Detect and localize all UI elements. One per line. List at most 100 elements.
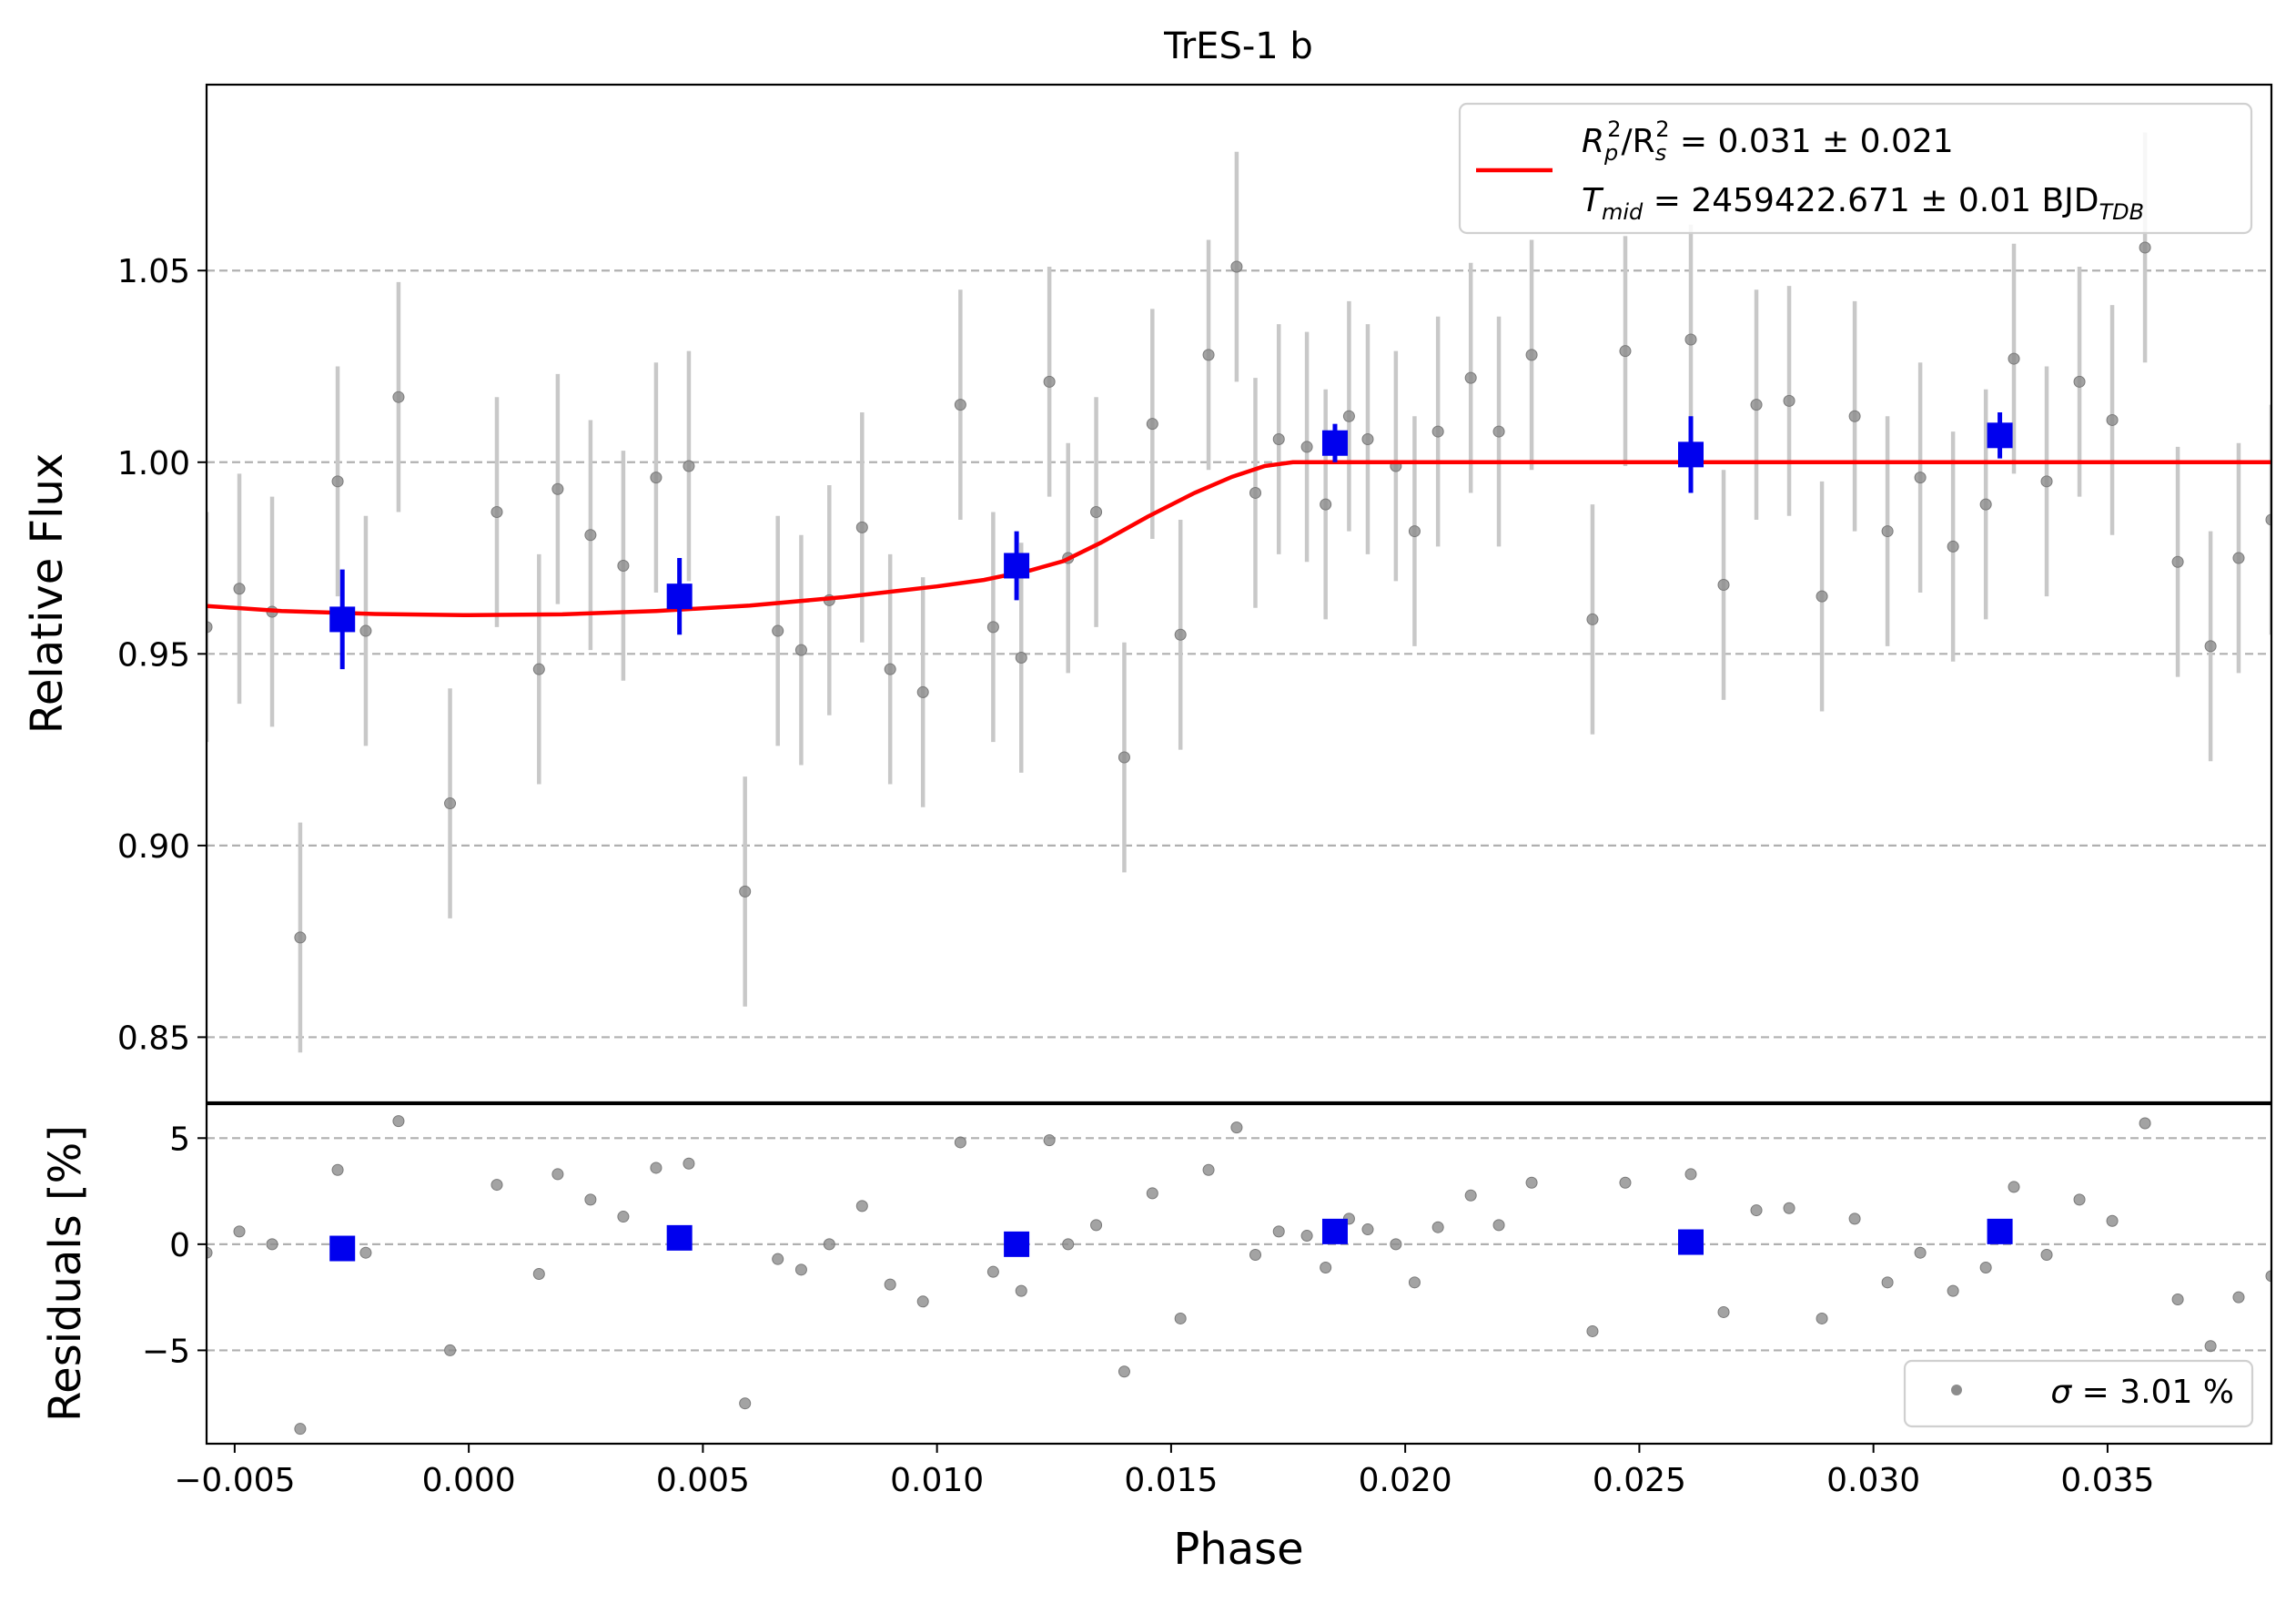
- flux-raw-point: [1881, 525, 1894, 538]
- residual-raw-point: [1249, 1249, 1262, 1262]
- flux-raw-point: [584, 529, 597, 542]
- residual-raw-point: [1783, 1202, 1795, 1214]
- flux-raw-point: [1586, 613, 1599, 625]
- residual-raw-point: [1881, 1276, 1894, 1289]
- flux-binned-point: [329, 606, 356, 633]
- flux-raw-point: [532, 663, 545, 675]
- residual-raw-point: [739, 1397, 752, 1410]
- flux-raw-point: [650, 472, 663, 484]
- residual-raw-point: [1320, 1262, 1332, 1274]
- residual-raw-point: [1015, 1284, 1027, 1297]
- flux-raw-point: [1361, 433, 1374, 446]
- flux-raw-point: [294, 931, 307, 944]
- flux-raw-point: [2232, 552, 2245, 564]
- residual-raw-point: [1062, 1238, 1075, 1251]
- flux-raw-point: [1015, 652, 1027, 665]
- flux-raw-point: [683, 460, 695, 472]
- residual-raw-point: [207, 1246, 213, 1259]
- residual-raw-point: [1431, 1221, 1444, 1233]
- flux-raw-point: [444, 797, 457, 810]
- residual-binned-point: [666, 1224, 693, 1251]
- flux-y-tick-label: 1.05: [117, 253, 190, 290]
- residual-raw-point: [916, 1295, 929, 1308]
- residual-raw-point: [650, 1162, 663, 1174]
- residual-raw-point: [986, 1265, 999, 1278]
- flux-raw-point: [233, 583, 246, 595]
- flux-axes-frame: [205, 83, 2273, 1104]
- phase-x-tick-label: 0.005: [656, 1462, 750, 1499]
- flux-raw-point: [916, 685, 929, 698]
- flux-raw-point: [2106, 413, 2119, 426]
- flux-raw-point: [2008, 352, 2020, 365]
- residual-raw-point: [794, 1263, 807, 1276]
- residual-raw-point: [2040, 1249, 2053, 1262]
- flux-raw-point: [1947, 540, 1959, 553]
- residual-raw-point: [1947, 1284, 1959, 1297]
- flux-y-tick-label: 0.85: [117, 1020, 190, 1057]
- residual-raw-point: [1750, 1204, 1763, 1217]
- flux-raw-point: [1342, 410, 1355, 422]
- flux-raw-point: [1320, 498, 1332, 511]
- residual-raw-point: [1090, 1219, 1103, 1232]
- flux-raw-point: [1979, 498, 1992, 511]
- residuals-legend-sigma: σ = 3.01 %: [2050, 1374, 2234, 1411]
- residuals-axes-frame: [205, 1102, 2273, 1446]
- residuals-legend-box: [1903, 1359, 2254, 1428]
- flux-raw-point: [1249, 486, 1262, 499]
- flux-raw-point: [1750, 399, 1763, 411]
- flux-binned-point: [1321, 430, 1348, 456]
- residual-binned-point: [329, 1235, 356, 1262]
- flux-raw-point: [1619, 345, 1632, 358]
- flux-raw-points: [207, 132, 2271, 1053]
- flux-raw-point: [1174, 628, 1187, 641]
- residuals-panel: −5 0 5 −0.005 0.000 0.005 0.010 0.015 0.020 0.02…: [40, 1102, 2273, 1575]
- flux-raw-point: [1202, 349, 1215, 361]
- residual-raw-point: [772, 1253, 784, 1265]
- residual-binned-point: [1004, 1231, 1030, 1257]
- flux-binned-point: [1004, 553, 1030, 579]
- residuals-legend: σ = 3.01 %: [1903, 1359, 2254, 1428]
- flux-panel: 0.85 0.90 0.95 1.00 1.05 Relative Flux Rp2/R…: [22, 83, 2273, 1104]
- flux-raw-point: [1146, 418, 1158, 431]
- residual-raw-point: [1525, 1176, 1538, 1189]
- residual-raw-point: [2232, 1291, 2245, 1304]
- residual-raw-point: [532, 1268, 545, 1280]
- phase-x-tick-label: 0.030: [1826, 1462, 1920, 1499]
- residual-raw-point: [2073, 1193, 2086, 1206]
- residuals-grid: [207, 1137, 2271, 1352]
- residual-raw-point: [2008, 1181, 2020, 1193]
- transit-model-curve: [207, 460, 2271, 618]
- residual-raw-point: [233, 1225, 246, 1238]
- flux-raw-point: [739, 885, 752, 898]
- flux-raw-point: [359, 624, 372, 637]
- flux-raw-point: [794, 644, 807, 656]
- flux-raw-point: [617, 559, 630, 572]
- flux-binned-point: [666, 583, 693, 610]
- flux-legend-rp-rs: Rp2/Rs2 = 0.031 ± 0.021: [1582, 117, 1954, 166]
- residual-raw-point: [1361, 1223, 1374, 1236]
- residuals-y-ticks: −5 0 5: [142, 1121, 207, 1370]
- residual-raw-point: [584, 1193, 597, 1206]
- flux-raw-point: [491, 506, 503, 519]
- residual-binned-point: [1987, 1218, 2013, 1244]
- residual-raw-point: [1174, 1312, 1187, 1324]
- residual-raw-point: [617, 1211, 630, 1223]
- phase-x-axis-label: Phase: [1173, 1524, 1303, 1575]
- residual-raw-point: [1202, 1163, 1215, 1176]
- residual-raw-point: [954, 1136, 966, 1149]
- flux-raw-point: [1300, 441, 1313, 453]
- flux-raw-point: [954, 399, 966, 411]
- phase-x-tick-label: −0.005: [174, 1462, 295, 1499]
- residual-raw-point: [2204, 1340, 2217, 1353]
- residuals-legend-marker: [1951, 1385, 1962, 1395]
- residual-raw-point: [2265, 1270, 2271, 1283]
- phase-x-tick-label: 0.010: [890, 1462, 984, 1499]
- flux-binned-point: [1987, 422, 2013, 449]
- flux-legend-box: [1458, 102, 2253, 235]
- flux-raw-point: [1783, 394, 1795, 407]
- flux-legend-tmid: Tmid = 2459422.671 ± 0.01 BJDTDB: [1582, 182, 2144, 225]
- flux-raw-point: [207, 621, 213, 634]
- flux-y-tick-label: 0.95: [117, 636, 190, 674]
- residual-raw-point: [1979, 1262, 1992, 1274]
- flux-raw-point: [1464, 371, 1477, 384]
